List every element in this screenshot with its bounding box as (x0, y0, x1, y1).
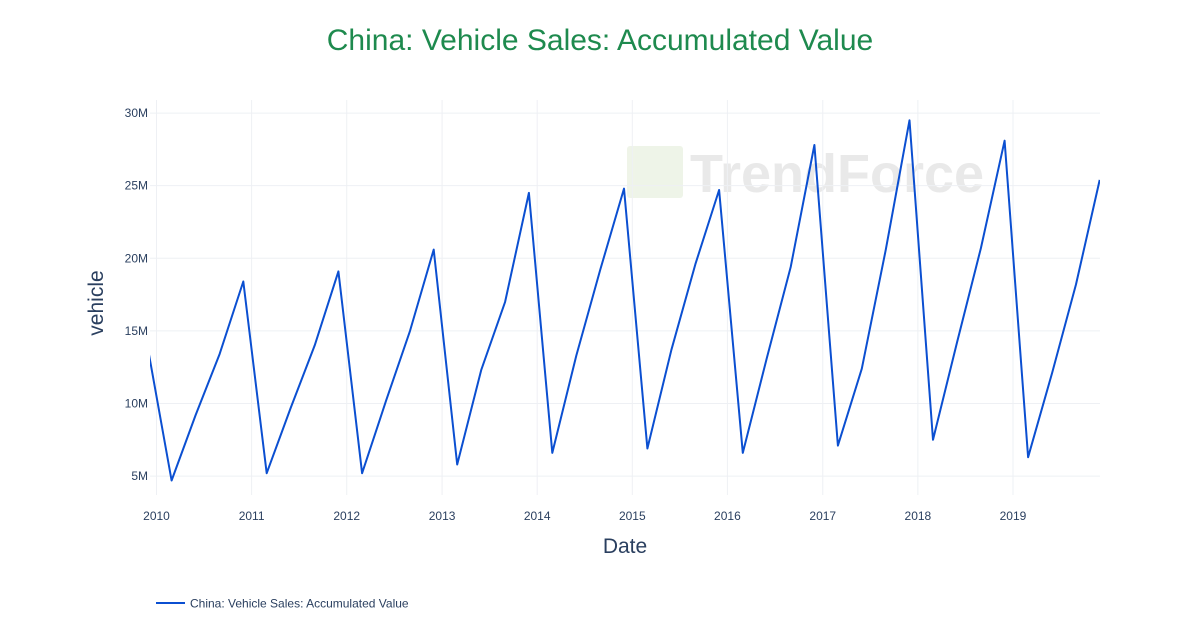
watermark: TrendForce (627, 144, 984, 204)
x-tick-label: 2018 (905, 509, 932, 523)
y-axis-ticks: 5M 10M 15M 20M 25M 30M (125, 106, 148, 483)
x-tick-label: 2015 (619, 509, 646, 523)
x-tick-label: 2019 (1000, 509, 1027, 523)
x-tick-label: 2012 (333, 509, 360, 523)
x-tick-label: 2013 (429, 509, 456, 523)
x-axis-ticks: 2010 2011 2012 2013 2014 2015 2016 2017 2018 2019 (143, 509, 1026, 523)
y-tick-label: 15M (125, 324, 148, 338)
y-tick-label: 20M (125, 251, 148, 265)
legend-label: China: Vehicle Sales: Accumulated Value (190, 597, 409, 611)
x-tick-label: 2011 (239, 509, 265, 523)
y-axis-title: vehicle (85, 270, 108, 335)
gridlines (150, 100, 1100, 495)
watermark-text: TrendForce (690, 144, 984, 204)
series-layer (150, 119, 1100, 482)
watermark-logo-icon (627, 146, 683, 198)
y-tick-label: 25M (125, 179, 148, 193)
x-tick-label: 2016 (714, 509, 741, 523)
x-axis-title: Date (603, 535, 647, 558)
y-tick-label: 30M (125, 106, 148, 120)
x-tick-label: 2010 (143, 509, 170, 523)
y-tick-label: 10M (125, 397, 148, 411)
chart-title: China: Vehicle Sales: Accumulated Value (327, 24, 873, 57)
x-tick-label: 2017 (809, 509, 836, 523)
series-line-0 (150, 119, 1100, 482)
y-tick-label: 5M (131, 469, 148, 483)
x-tick-label: 2014 (524, 509, 551, 523)
legend[interactable]: China: Vehicle Sales: Accumulated Value (156, 597, 409, 611)
